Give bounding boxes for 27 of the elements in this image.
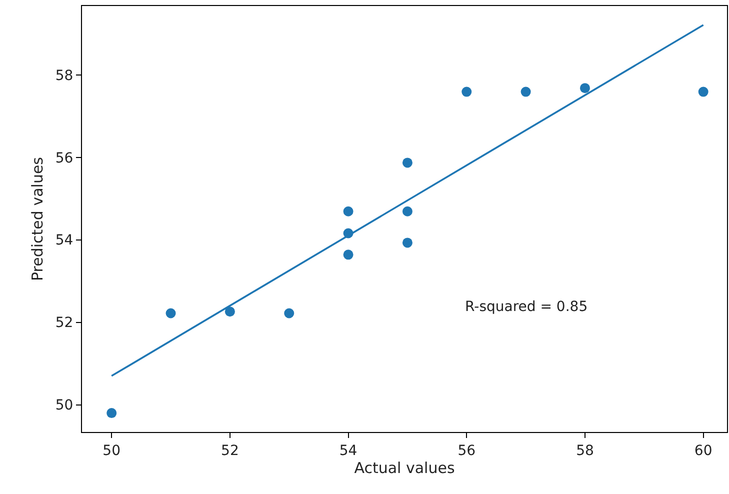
point xyxy=(343,250,354,260)
x-tick-label: 58 xyxy=(576,442,594,459)
point xyxy=(462,86,472,97)
y-axis-title: Predicted values xyxy=(28,156,47,281)
point xyxy=(698,86,708,97)
y-tick-label: 50 xyxy=(55,398,74,414)
point xyxy=(402,206,412,216)
y-tick-label: 58 xyxy=(55,68,74,84)
x-axis-title: Actual values xyxy=(354,458,455,477)
point xyxy=(166,308,176,318)
point xyxy=(402,238,412,248)
point xyxy=(106,408,117,418)
point xyxy=(402,158,412,168)
annotation: R-squared = 0.85 xyxy=(465,299,588,315)
y-tick-label: 54 xyxy=(55,232,74,249)
point xyxy=(343,206,354,216)
point xyxy=(224,306,235,317)
point xyxy=(284,308,294,318)
point xyxy=(520,86,531,97)
x-tick-label: 52 xyxy=(221,442,239,459)
y-tick-label: 52 xyxy=(55,315,74,332)
x-tick-label: 56 xyxy=(458,442,476,459)
x-tick-label: 50 xyxy=(102,442,121,459)
y-tick-label: 56 xyxy=(55,150,74,166)
x-tick-label: 60 xyxy=(694,442,712,459)
x-tick-label: 54 xyxy=(339,442,358,459)
point xyxy=(580,83,590,94)
